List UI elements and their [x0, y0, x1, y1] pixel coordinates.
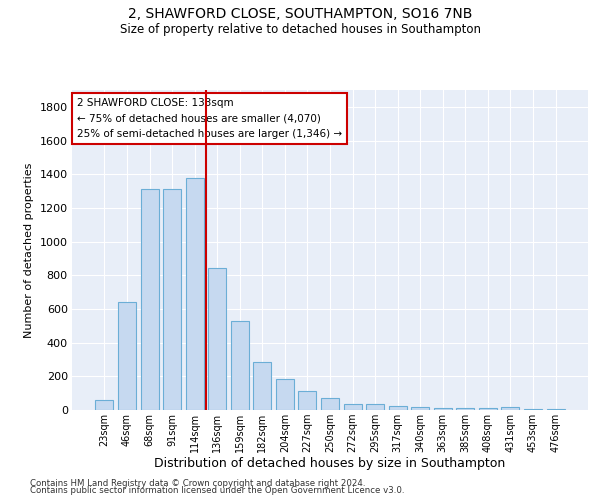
Bar — [208, 268, 226, 410]
Bar — [95, 400, 113, 410]
Bar — [479, 408, 497, 410]
Bar — [140, 190, 158, 410]
Bar — [389, 406, 407, 410]
Text: 2, SHAWFORD CLOSE, SOUTHAMPTON, SO16 7NB: 2, SHAWFORD CLOSE, SOUTHAMPTON, SO16 7NB — [128, 8, 472, 22]
Bar — [456, 408, 475, 410]
Text: Contains HM Land Registry data © Crown copyright and database right 2024.: Contains HM Land Registry data © Crown c… — [30, 478, 365, 488]
Bar — [344, 404, 362, 410]
Bar — [231, 320, 249, 410]
Text: Contains public sector information licensed under the Open Government Licence v3: Contains public sector information licen… — [30, 486, 404, 495]
Bar — [524, 409, 542, 410]
Bar — [434, 408, 452, 410]
Bar — [253, 362, 271, 410]
Bar — [366, 404, 384, 410]
Text: 2 SHAWFORD CLOSE: 133sqm
← 75% of detached houses are smaller (4,070)
25% of sem: 2 SHAWFORD CLOSE: 133sqm ← 75% of detach… — [77, 98, 342, 139]
Y-axis label: Number of detached properties: Number of detached properties — [24, 162, 34, 338]
Bar — [321, 398, 339, 410]
Bar — [502, 407, 520, 410]
Bar — [185, 178, 204, 410]
Text: Size of property relative to detached houses in Southampton: Size of property relative to detached ho… — [119, 22, 481, 36]
Text: Distribution of detached houses by size in Southampton: Distribution of detached houses by size … — [154, 457, 506, 470]
Bar — [298, 390, 316, 410]
Bar — [163, 190, 181, 410]
Bar — [276, 379, 294, 410]
Bar — [118, 302, 136, 410]
Bar — [411, 407, 429, 410]
Bar — [547, 409, 565, 410]
